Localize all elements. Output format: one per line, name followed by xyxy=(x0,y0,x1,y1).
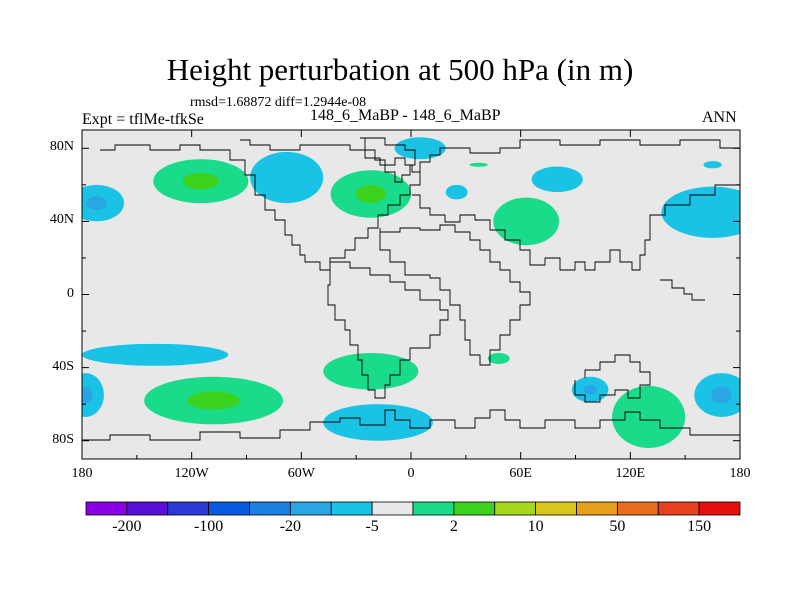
coastline-africa xyxy=(379,224,531,366)
lat-tick-label: 80N xyxy=(49,139,74,155)
anomaly-core-n-pacific-central xyxy=(182,172,219,190)
lon-tick-label: 180 xyxy=(729,466,751,481)
diff-label: diff= xyxy=(274,95,303,110)
colorbar-tick-label: 10 xyxy=(527,518,544,535)
anomaly-w-russia xyxy=(445,184,468,200)
coastline-south-america xyxy=(327,261,449,399)
anomaly-n-pacific-east xyxy=(661,186,740,238)
anomaly-antarctic-atlantic xyxy=(323,404,433,441)
coastline-asia-islands xyxy=(660,279,705,301)
anomaly-e-siberia xyxy=(531,166,583,193)
rmsd-value: 1.68872 xyxy=(225,95,272,110)
anomaly-s-atlantic xyxy=(323,352,419,390)
colorbar-tick-label: 2 xyxy=(449,518,458,535)
anomaly-core-s-pacific-west xyxy=(711,386,733,404)
coastline-greenland xyxy=(360,137,416,183)
colorbar-tick-label: -20 xyxy=(279,518,302,535)
anomaly-core-s-pacific-east xyxy=(187,391,240,410)
anomaly-north-america xyxy=(250,151,324,204)
colorbar-swatch xyxy=(208,501,250,516)
lon-tick-label: 0 xyxy=(407,466,415,481)
anomaly-s-pacific xyxy=(82,343,229,366)
lon-tick-label: 60E xyxy=(509,466,532,481)
anomaly-layer xyxy=(82,137,740,449)
diff-value: 1.2944e-08 xyxy=(302,95,367,110)
season-label: ANN xyxy=(702,109,737,126)
colorbar-swatch xyxy=(657,501,700,516)
anomaly-central-asia xyxy=(493,197,560,246)
tick-layer xyxy=(81,130,741,459)
anomaly-scandinavia xyxy=(394,137,446,160)
anomaly-s-africa xyxy=(487,352,510,364)
rmsd-label: rmsd= xyxy=(190,95,226,110)
case-label: 148_6_MaBP - 148_6_MaBP xyxy=(310,107,501,124)
coastline-australia xyxy=(574,354,651,403)
anomaly-core-s-indian xyxy=(583,384,598,395)
anomaly-arctic-siberia xyxy=(469,162,488,167)
anomaly-core-s-pacific-far-west xyxy=(82,386,93,404)
coastline-layer xyxy=(82,137,740,441)
lat-tick-label: 40N xyxy=(49,212,74,228)
colorbar-swatch xyxy=(330,501,373,516)
colorbar-tick-label: 50 xyxy=(609,518,626,535)
colorbar-tick-label: -100 xyxy=(193,518,224,535)
experiment-label: Expt = tflMe-tfkSe xyxy=(82,111,204,128)
colorbar xyxy=(85,501,741,516)
anomaly-core-n-atlantic xyxy=(355,184,387,204)
anomaly-s-pacific-far-west xyxy=(82,373,104,417)
colorbar-swatch xyxy=(289,501,332,516)
anomaly-beaufort xyxy=(703,161,722,169)
lat-tick-label: 80S xyxy=(52,431,74,447)
lon-tick-label: 60W xyxy=(287,466,315,481)
lon-tick-label: 180 xyxy=(71,466,93,481)
colorbar-swatch xyxy=(249,501,291,516)
lon-tick-label: 120E xyxy=(615,466,646,481)
colorbar-swatch xyxy=(126,501,169,516)
colorbar-swatch xyxy=(453,501,496,516)
lat-tick-label: 40S xyxy=(52,358,74,374)
coastline-antarctica xyxy=(82,409,740,441)
coastline-eurasia xyxy=(412,139,740,271)
lat-tick-label: 0 xyxy=(67,285,74,301)
colorbar-swatch xyxy=(85,501,128,516)
coastline-north-america xyxy=(100,139,421,271)
colorbar-swatch xyxy=(167,501,210,516)
colorbar-swatch xyxy=(698,501,741,516)
colorbar-swatch xyxy=(494,501,537,516)
anomaly-australia-south xyxy=(612,385,686,449)
lon-tick-label: 120W xyxy=(174,466,209,481)
colorbar-swatch xyxy=(616,501,659,516)
stats-line: rmsd=1.68872 diff=1.2944e-08 xyxy=(190,95,366,111)
colorbar-tick-label: -5 xyxy=(365,518,379,535)
colorbar-swatch xyxy=(576,501,618,516)
colorbar-swatch xyxy=(412,501,455,516)
chart-title: Height perturbation at 500 hPa (in m) xyxy=(166,52,634,87)
colorbar-tick-label: -200 xyxy=(112,518,142,535)
colorbar-swatch xyxy=(535,501,577,516)
anomaly-core-n-pacific-west xyxy=(86,196,108,211)
colorbar-tick-label: 150 xyxy=(687,518,712,535)
colorbar-swatch xyxy=(371,501,414,516)
